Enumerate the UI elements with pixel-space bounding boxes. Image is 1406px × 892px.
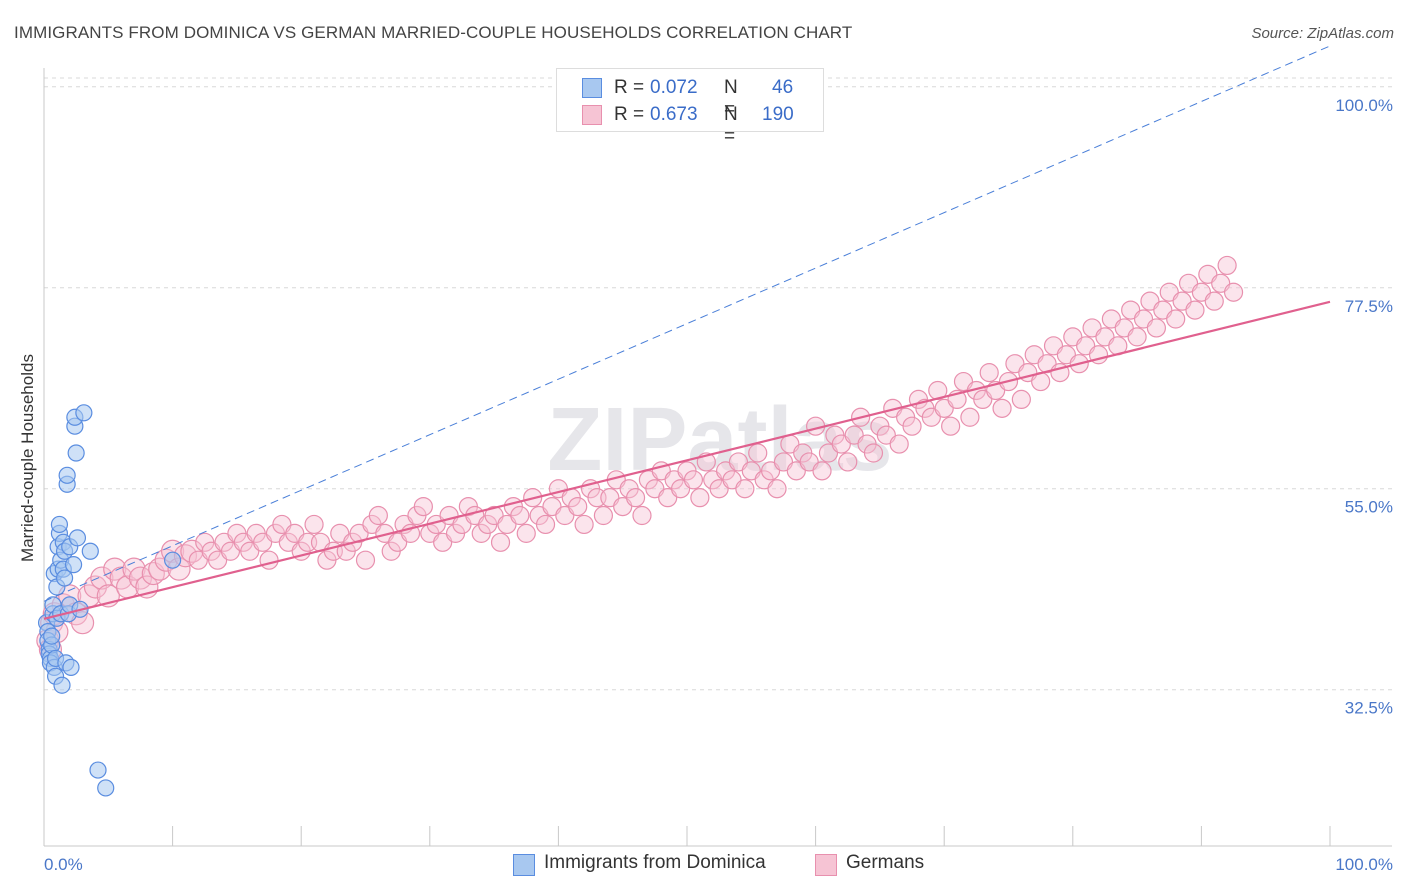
germans-point: [735, 479, 755, 499]
dominica-point: [50, 515, 69, 534]
y-tick-label: 32.5%: [1345, 699, 1393, 718]
germans-point: [259, 550, 279, 570]
y-axis-title: Married-couple Households: [18, 354, 37, 562]
dominica-point: [55, 569, 74, 587]
germans-point: [1011, 389, 1031, 410]
germans-point: [690, 488, 710, 508]
legend-n-label: N =: [724, 77, 738, 120]
germans-point: [90, 566, 114, 590]
germans-trend-line: [43, 300, 1331, 620]
bottom-legend-label: Immigrants from Dominica: [544, 852, 766, 873]
legend-n-value: 190: [762, 104, 794, 125]
legend-swatch-blue: [582, 78, 602, 98]
bottom-legend-label: Germans: [846, 852, 925, 873]
germans-point: [863, 443, 884, 463]
germans-point: [368, 505, 388, 526]
trend-lines: [43, 45, 1331, 620]
chart-source: Source: ZipAtlas.com: [1251, 25, 1394, 42]
y-tick-label: 100.0%: [1335, 96, 1393, 115]
legend-n-label: N =: [724, 104, 738, 147]
dominica-point: [58, 466, 76, 484]
germans-point: [1146, 318, 1166, 338]
germans-point: [625, 488, 646, 508]
legend-r-value: 0.072: [650, 77, 698, 98]
y-tick-labels: 32.5% 55.0% 77.5% 100.0%: [1335, 96, 1393, 718]
legend-n-value: 46: [772, 77, 794, 98]
germans-point: [510, 505, 530, 526]
x-tick-label-min: 0.0%: [44, 855, 83, 874]
dominica-point: [97, 779, 115, 797]
germans-point: [490, 532, 511, 552]
bottom-legend-swatch-pink: [815, 854, 837, 876]
stats-legend: R = 0.072 N = 46 R = 0.673 N = 190: [556, 68, 824, 147]
germans-point: [632, 505, 652, 526]
legend-r-label: R =: [614, 104, 645, 125]
germans-point: [1127, 327, 1147, 347]
dominica-point: [81, 542, 99, 560]
x-ticks: [172, 826, 1331, 846]
germans-point: [902, 416, 922, 436]
dominica-point: [62, 658, 80, 676]
germans-point: [593, 505, 614, 526]
x-tick-label-max: 100.0%: [1335, 855, 1393, 874]
legend-swatch-pink: [582, 105, 602, 125]
axes: [43, 68, 1392, 847]
bottom-legend-swatch-blue: [513, 854, 535, 876]
germans-point: [1204, 291, 1224, 311]
germans-point: [516, 523, 536, 543]
germans-point: [812, 461, 832, 481]
germans-point: [838, 452, 858, 472]
germans-point: [355, 550, 376, 570]
germans-point: [979, 363, 999, 383]
germans-points: [36, 255, 1244, 662]
germans-point: [574, 514, 594, 535]
dominica-points: [37, 404, 182, 797]
dominica-point: [68, 529, 87, 547]
y-tick-label: 77.5%: [1345, 297, 1393, 316]
germans-point: [1166, 309, 1186, 329]
dominica-point: [75, 404, 93, 422]
germans-point: [1185, 300, 1205, 320]
watermark: ZIPatlas: [547, 390, 892, 490]
grid-lines: [44, 77, 1392, 691]
germans-point: [304, 514, 324, 535]
germans-point: [568, 496, 588, 517]
chart-title: IMMIGRANTS FROM DOMINICA VS GERMAN MARRI…: [14, 23, 853, 42]
dominica-point: [43, 627, 61, 645]
germans-point: [889, 434, 909, 454]
germans-point: [992, 398, 1012, 418]
germans-point: [1223, 282, 1244, 302]
germans-point: [1217, 255, 1237, 276]
dominica-point: [89, 761, 107, 779]
y-tick-label: 55.0%: [1345, 498, 1393, 517]
legend-r-label: R =: [614, 77, 645, 98]
dominica-point: [53, 676, 71, 694]
dominica-point: [164, 551, 182, 569]
dominica-point: [67, 444, 85, 462]
germans-point: [683, 470, 704, 490]
dominica-point: [64, 556, 83, 574]
germans-point: [941, 416, 961, 436]
germans-point: [767, 479, 787, 499]
germans-point: [413, 496, 433, 517]
germans-point: [535, 514, 556, 535]
germans-point: [748, 443, 768, 463]
legend-r-value: 0.673: [650, 104, 698, 125]
germans-point: [960, 407, 980, 427]
